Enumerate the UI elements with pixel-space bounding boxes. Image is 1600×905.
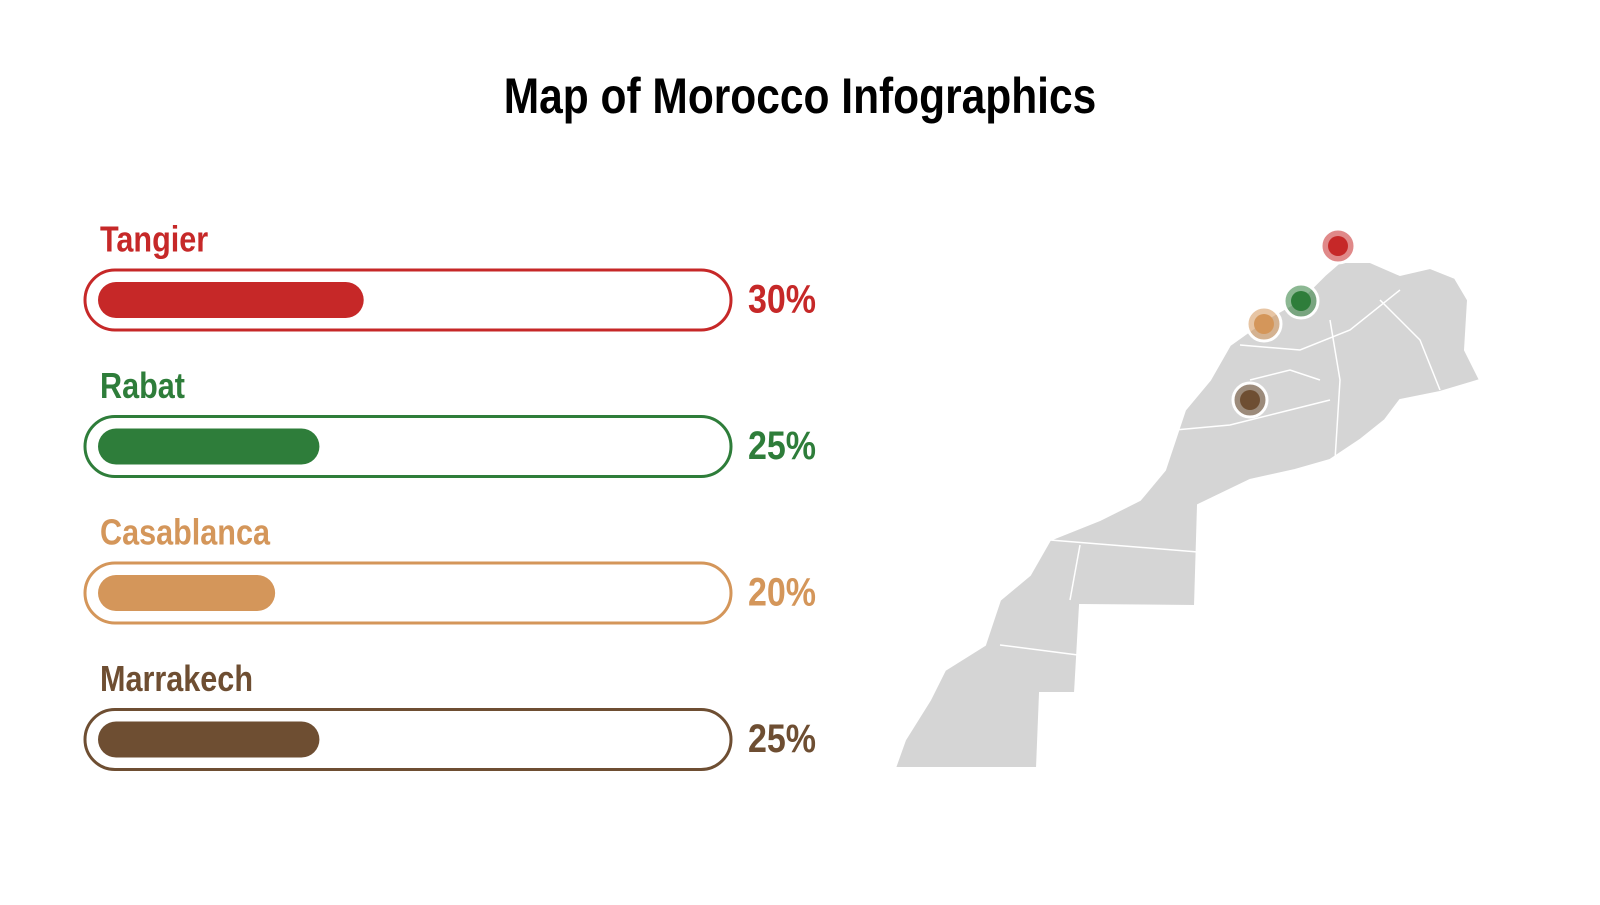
value-label: 20% [748, 569, 816, 614]
bar [98, 721, 320, 758]
map [893, 261, 1482, 769]
morocco-shape [893, 261, 1482, 769]
city-label: Marrakech [100, 660, 253, 700]
value-label: 30% [748, 276, 816, 321]
pin [1254, 314, 1274, 334]
region-borders [999, 289, 1441, 656]
title: Map of Morocco Infographics [504, 68, 1097, 124]
city-label: Rabat [100, 367, 185, 407]
city-label: Tangier [100, 220, 208, 260]
pin [1240, 390, 1260, 410]
value-label: 25% [748, 422, 816, 467]
bar [98, 428, 320, 465]
pin [1291, 291, 1311, 311]
bar [98, 282, 364, 318]
city-pins [1231, 227, 1357, 419]
bar [98, 575, 276, 611]
pin [1328, 236, 1348, 256]
city-label: Casablanca [100, 513, 270, 553]
value-label: 25% [748, 715, 816, 760]
